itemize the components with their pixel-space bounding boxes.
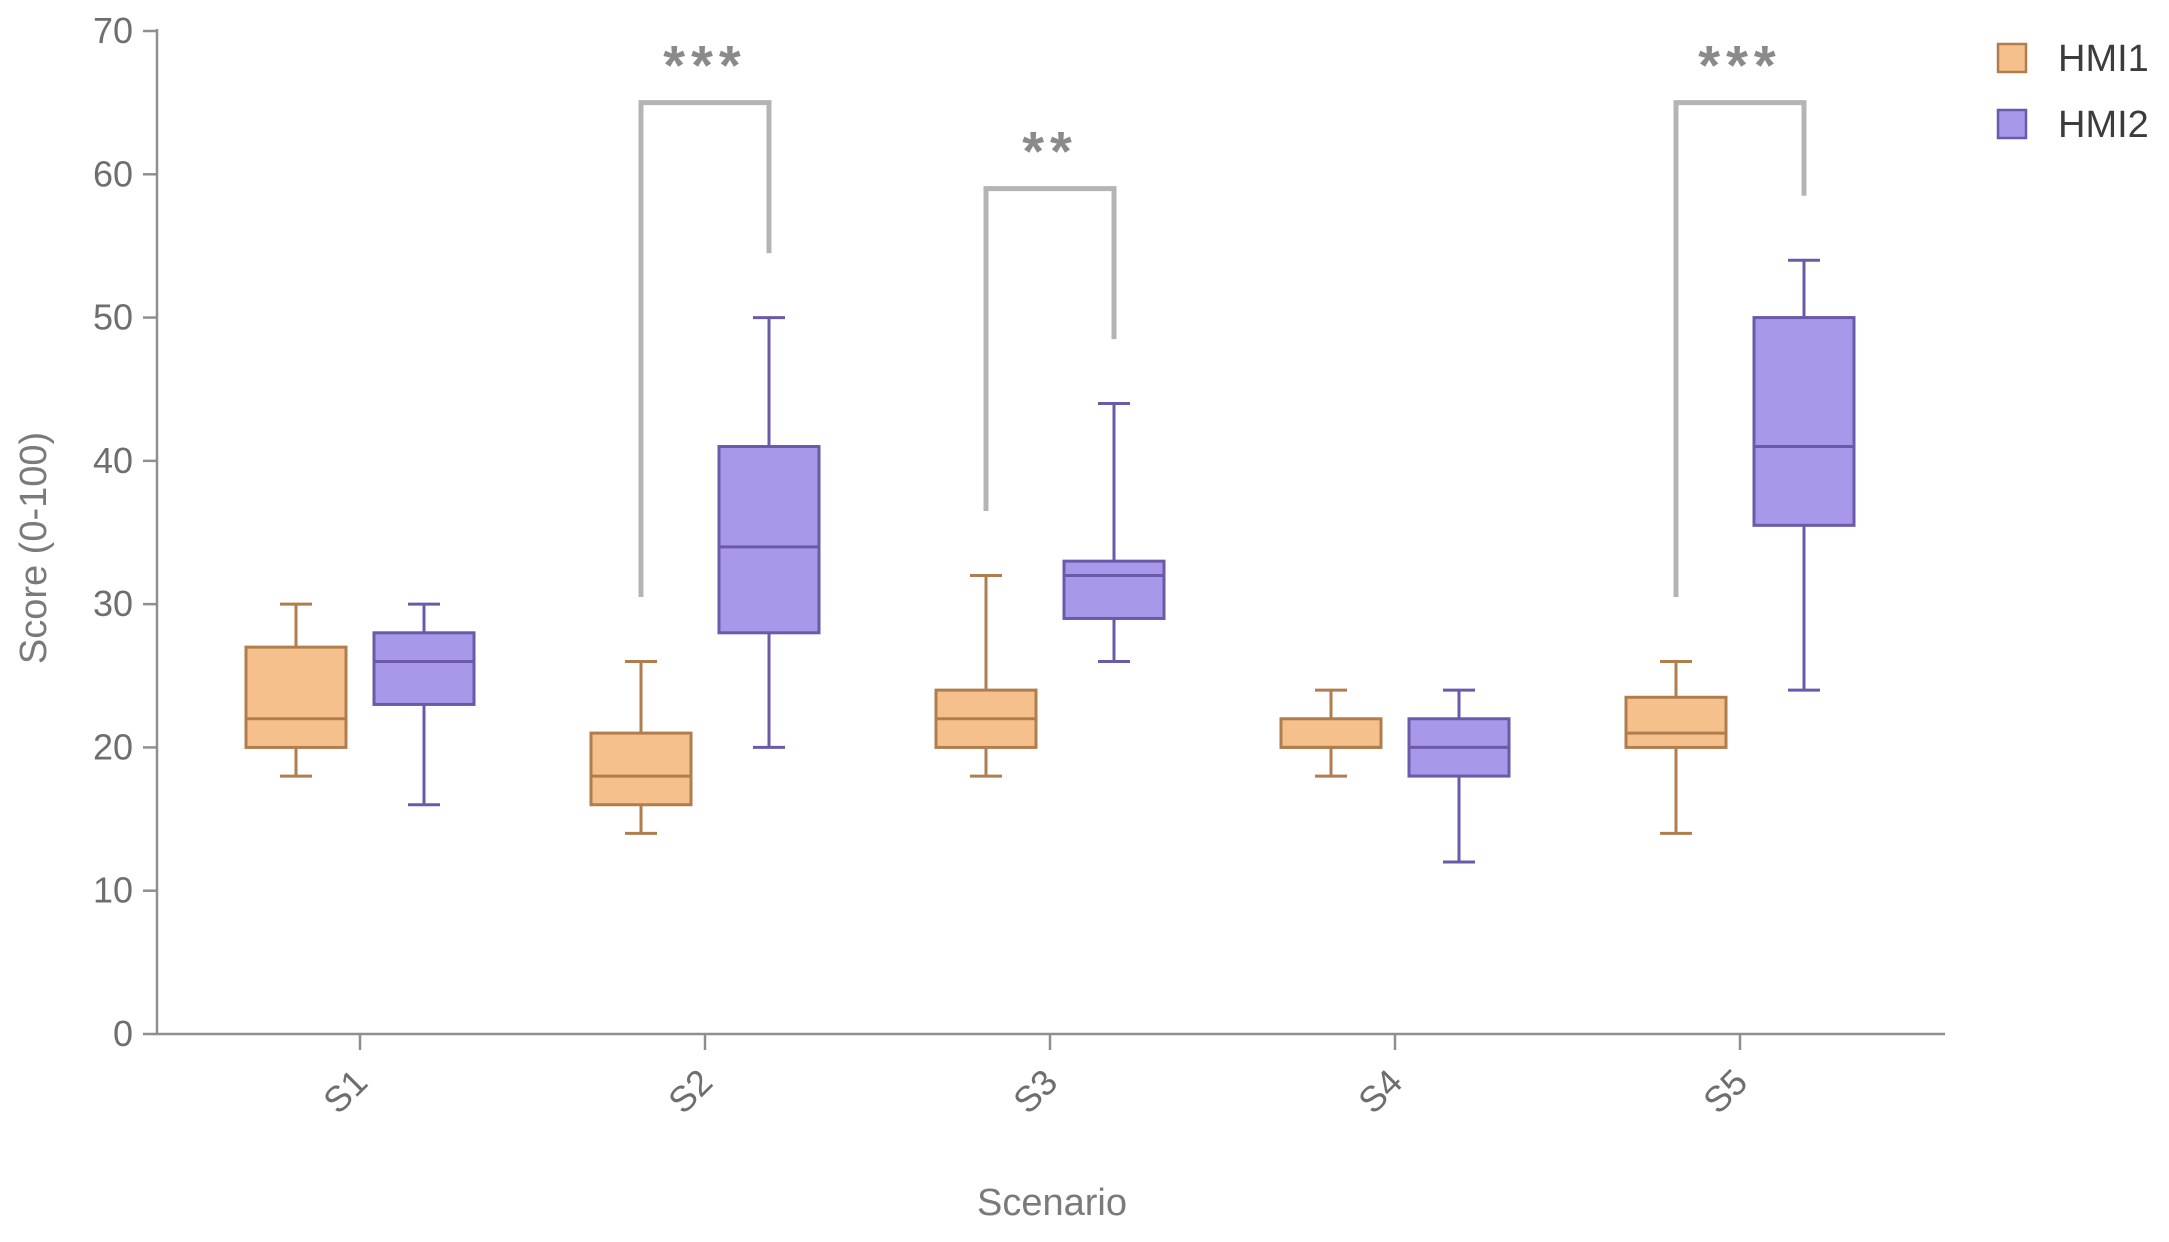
y-tick-label: 30 (93, 583, 133, 624)
y-tick-label: 20 (93, 726, 133, 767)
boxes (244, 258, 1856, 864)
significance-brackets: ******** (638, 34, 1807, 597)
x-tick-label: S5 (1695, 1061, 1755, 1121)
box-hmi1-s1 (244, 602, 348, 778)
y-tick-label: 50 (93, 297, 133, 338)
significance-label: ** (1022, 120, 1078, 183)
box-hmi1-s5 (1624, 659, 1728, 835)
box-hmi1-s3 (934, 573, 1038, 778)
significance-bracket (638, 100, 772, 597)
x-tick-label: S4 (1350, 1061, 1410, 1121)
y-tick-label: 70 (93, 10, 133, 51)
box-iqr (1624, 695, 1728, 749)
y-axis-title: Score (0-100) (13, 432, 55, 664)
significance-bracket (983, 186, 1117, 512)
x-tick-label: S3 (1005, 1061, 1065, 1121)
box-iqr (372, 631, 476, 706)
box-iqr (1279, 717, 1383, 749)
legend-swatch-hmi1 (1996, 42, 2028, 74)
significance-label: *** (1698, 34, 1781, 97)
y-tick-label: 0 (113, 1013, 133, 1054)
x-axis-title: Scenario (977, 1182, 1127, 1224)
box-hmi2-s3 (1062, 402, 1166, 663)
legend: HMI1 HMI2 (1996, 38, 2149, 146)
legend-swatch-hmi2 (1996, 108, 2028, 140)
box-iqr (244, 645, 348, 749)
box-hmi2-s1 (372, 602, 476, 807)
box-hmi2-s4 (1407, 688, 1511, 864)
box-iqr (1062, 559, 1166, 620)
x-tick-label: S2 (660, 1061, 720, 1121)
box-hmi1-s2 (589, 659, 693, 835)
box-iqr (717, 445, 821, 635)
y-tick-label: 40 (93, 440, 133, 481)
box-iqr (589, 731, 693, 807)
x-tick-label: S1 (315, 1061, 375, 1121)
significance-label: *** (663, 34, 746, 97)
axes: 0 10 20 30 40 50 60 70 S1 S2 S3 S4 S5 (93, 10, 1945, 1121)
y-tick-label: 10 (93, 870, 133, 911)
significance-bracket (1673, 100, 1807, 597)
box-iqr (1752, 316, 1856, 527)
box-hmi1-s4 (1279, 688, 1383, 778)
legend-label-hmi2: HMI2 (2058, 104, 2149, 146)
box-hmi2-s5 (1752, 258, 1856, 692)
box-hmi2-s2 (717, 316, 821, 749)
legend-label-hmi1: HMI1 (2058, 38, 2149, 80)
y-tick-label: 60 (93, 153, 133, 194)
